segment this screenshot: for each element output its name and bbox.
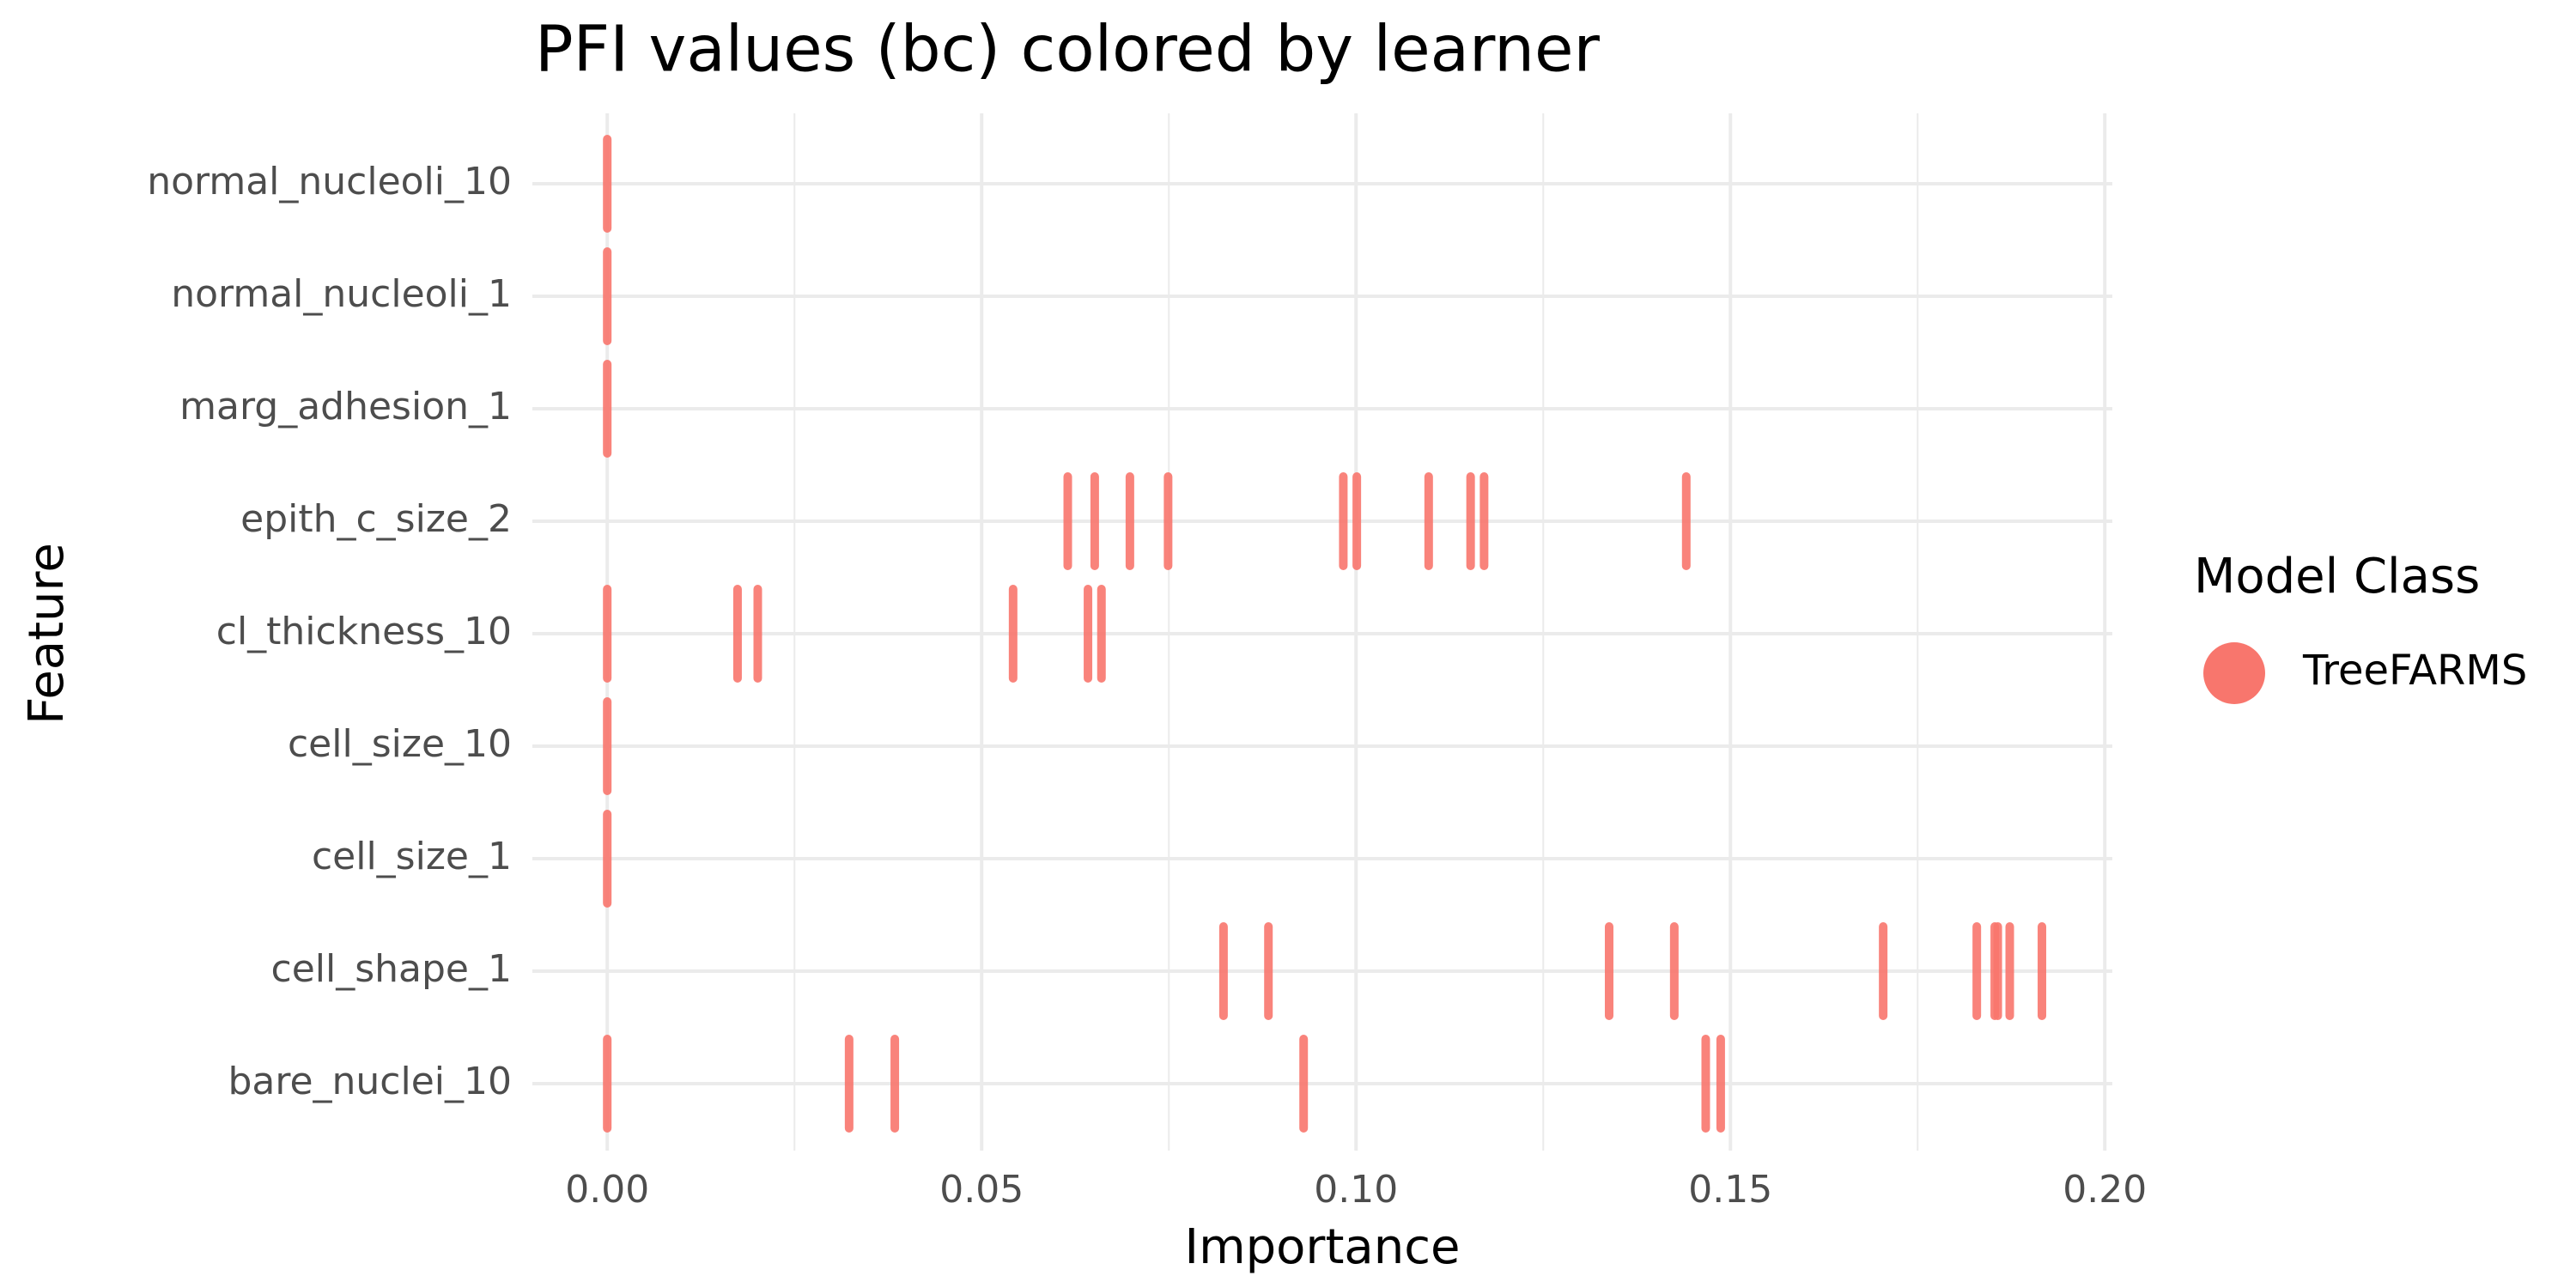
y-tick-label: cell_size_1: [312, 835, 512, 878]
chart-title: PFI values (bc) colored by learner: [535, 13, 1601, 87]
x-tick-label: 0.00: [565, 1168, 649, 1212]
y-tick-label: cl_thickness_10: [216, 610, 512, 653]
y-axis-title: Feature: [19, 543, 75, 725]
x-tick-label: 0.10: [1314, 1168, 1398, 1212]
x-tick-label: 0.20: [2063, 1168, 2147, 1212]
y-tick-label: normal_nucleoli_1: [171, 272, 512, 316]
y-tick-label: epith_c_size_2: [240, 497, 512, 541]
legend-key: [2203, 642, 2265, 704]
legend-title: Model Class: [2194, 549, 2480, 605]
x-axis-title: Importance: [1185, 1219, 1461, 1275]
y-tick-label: bare_nuclei_10: [228, 1060, 512, 1103]
x-tick-label: 0.15: [1688, 1168, 1772, 1212]
y-tick-label: cell_size_10: [288, 722, 512, 766]
y-tick-label: normal_nucleoli_10: [147, 160, 512, 204]
y-tick-label: marg_adhesion_1: [179, 385, 512, 428]
x-tick-label: 0.05: [939, 1168, 1024, 1212]
legend-label: TreeFARMS: [2302, 647, 2527, 695]
y-tick-label: cell_shape_1: [271, 947, 512, 991]
